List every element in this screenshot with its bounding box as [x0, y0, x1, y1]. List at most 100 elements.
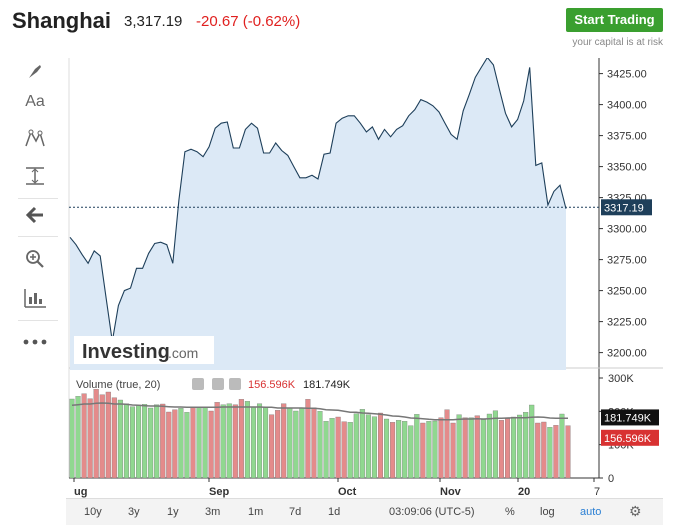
gear-icon[interactable]: ⚙ — [629, 503, 642, 519]
price-chart[interactable]: 3425.00 3400.00 3375.00 3350.00 3325.00 3300.… — [66, 56, 663, 498]
volume-bar — [75, 396, 81, 479]
volume-bar — [190, 406, 196, 479]
brush-icon[interactable] — [17, 58, 53, 86]
volume-bar — [341, 421, 347, 479]
percent-toggle[interactable]: % — [505, 506, 515, 518]
zoom-icon[interactable] — [17, 245, 53, 273]
time-tick-label: 7 — [594, 486, 600, 498]
time-tick-label: 20 — [518, 486, 530, 498]
volume-bar — [208, 410, 214, 479]
back-arrow-icon[interactable] — [17, 201, 53, 229]
legend-settings-icon — [192, 378, 204, 390]
toolbar-divider — [18, 236, 58, 237]
range-1d[interactable]: 1d — [328, 506, 341, 518]
chart-canvas[interactable]: 3425.003400.003375.003350.003325.003300.… — [66, 56, 663, 498]
volume-bar — [353, 413, 359, 479]
range-bar: 10y 3y 1y 3m 1m 7d 1d 03:09:06 (UTC-5) %… — [66, 498, 663, 525]
volume-bar — [541, 421, 547, 479]
chart-type-icon[interactable] — [17, 284, 53, 312]
range-3y[interactable]: 3y — [128, 506, 140, 518]
volume-bar — [281, 403, 287, 479]
volume-bar — [99, 394, 105, 479]
volume-bar — [492, 410, 498, 479]
volume-bar — [523, 412, 529, 479]
volume-bar — [396, 420, 402, 479]
volume-bar — [480, 419, 486, 479]
price-tick-label: 3300.00 — [607, 224, 647, 236]
last-price-tag-label: 3317.19 — [604, 202, 644, 214]
volume-bar — [293, 410, 299, 479]
drawing-toolbar: Aa — [0, 58, 66, 527]
volume-bar — [263, 407, 269, 479]
price-tick-label: 3375.00 — [607, 131, 647, 143]
volume-last-tag-label: 156.596K — [604, 433, 652, 445]
volume-bar — [511, 416, 517, 479]
volume-avg-tag-label: 181.749K — [604, 412, 652, 424]
range-1y[interactable]: 1y — [167, 506, 179, 518]
watermark-logo: Investing — [82, 341, 170, 363]
text-icon[interactable]: Aa — [25, 93, 45, 110]
volume-bar — [420, 422, 426, 479]
volume-legend-last: 156.596K — [248, 379, 296, 391]
price-tick-label: 3250.00 — [607, 286, 647, 298]
volume-bar — [305, 399, 311, 479]
header: Shanghai 3,317.19 -20.67 (-0.62%) Start … — [0, 0, 681, 58]
volume-bar — [111, 397, 117, 479]
pattern-icon[interactable] — [17, 124, 53, 152]
volume-bar — [232, 404, 238, 479]
time-tick-label: Sep — [209, 486, 229, 498]
auto-toggle[interactable]: auto — [580, 506, 602, 518]
volume-bar — [136, 404, 142, 479]
volume-bar — [565, 425, 571, 479]
price-area — [70, 57, 566, 370]
volume-bar — [148, 407, 154, 479]
price-tick-label: 3275.00 — [607, 255, 647, 267]
volume-tick-label: 0 — [608, 473, 614, 485]
range-1m[interactable]: 1m — [248, 506, 264, 518]
watermark-bg — [74, 336, 214, 364]
volume-bar — [87, 398, 93, 479]
volume-bar — [154, 404, 160, 479]
watermark-domain: .com — [168, 345, 198, 361]
volume-legend-label: Volume (true, 20) — [76, 379, 160, 391]
volume-bar — [220, 404, 226, 479]
volume-bar — [408, 425, 414, 479]
volume-bar — [117, 399, 123, 479]
price-tick-label: 3350.00 — [607, 162, 647, 174]
volume-bar — [214, 402, 220, 479]
volume-bar — [93, 389, 99, 479]
volume-legend-avg: 181.749K — [303, 379, 351, 391]
volume-tick-label: 300K — [608, 373, 634, 385]
volume-bar — [238, 399, 244, 479]
volume-average-line — [71, 402, 568, 421]
volume-bar — [184, 412, 190, 479]
time-tick-label: Nov — [440, 486, 462, 498]
volume-bar — [244, 401, 250, 479]
volume-bar — [335, 416, 341, 479]
volume-bar — [323, 421, 329, 479]
range-7d[interactable]: 7d — [289, 506, 302, 518]
volume-bar — [359, 409, 365, 479]
volume-bar — [390, 422, 396, 479]
volume-bar — [250, 406, 256, 479]
volume-bar — [414, 414, 420, 479]
volume-bar — [105, 391, 111, 479]
fib-icon[interactable] — [17, 162, 53, 190]
range-10y[interactable]: 10y — [84, 506, 102, 518]
volume-bar — [178, 408, 184, 479]
volume-bar — [432, 420, 438, 479]
toolbar-divider — [18, 320, 58, 321]
start-trading-button[interactable]: Start Trading — [566, 8, 663, 32]
volume-bar — [226, 403, 232, 479]
range-3m[interactable]: 3m — [205, 506, 221, 518]
log-toggle[interactable]: log — [540, 506, 555, 518]
volume-bar — [299, 408, 305, 479]
volume-bar — [505, 418, 511, 479]
volume-bar — [486, 413, 492, 479]
volume-bar — [196, 406, 202, 479]
time-tick-label: Oct — [338, 486, 357, 498]
volume-bar — [535, 422, 541, 479]
volume-last-tag — [601, 429, 659, 446]
more-icon[interactable] — [17, 328, 53, 356]
volume-bar — [371, 416, 377, 479]
